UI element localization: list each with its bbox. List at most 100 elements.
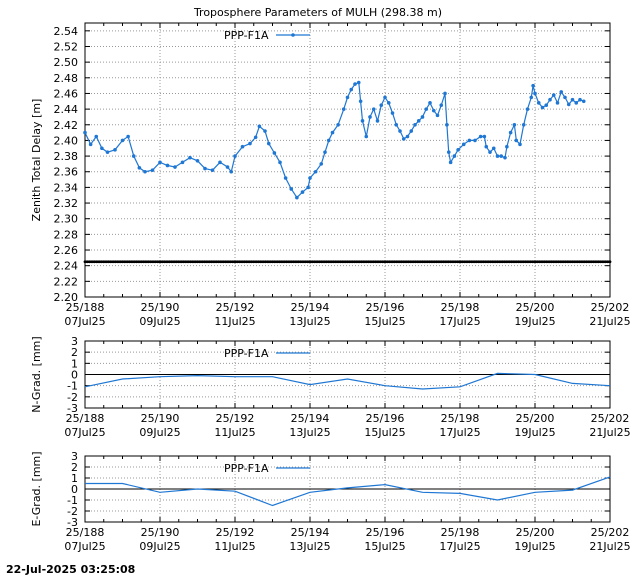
ztd-y-tick-label: 2.28 [54,228,79,241]
ztd-reference-point [334,260,338,264]
ztd-reference-point [205,260,209,264]
ztd-data-point [126,134,130,139]
ztd-reference-point [123,260,127,264]
ztd-reference-point [306,260,310,264]
e-grad-x-tick-label-date: 15Jul25 [364,540,405,553]
chart-panels: 25/18807Jul2525/19009Jul2525/19211Jul252… [30,22,631,553]
ztd-data-point [306,185,310,190]
ztd-reference-point [97,260,101,264]
ztd-data-point [428,101,432,105]
ztd-data-point [131,154,136,158]
ztd-reference-point [449,260,453,264]
ztd-reference-point [585,260,588,264]
ztd-reference-point [308,260,312,264]
ztd-reference-point [439,260,443,264]
ztd-reference-point [88,260,92,264]
ztd-y-tick-label: 2.48 [54,72,79,85]
ztd-reference-point [580,260,584,264]
ztd-data-point [83,130,87,135]
ztd-data-point [94,134,99,139]
ztd-reference-point [226,260,230,264]
ztd-data-point [443,91,447,96]
ztd-reference-point [320,260,324,264]
ztd-reference-point [238,260,242,264]
ztd-reference-point [266,260,270,264]
ztd-x-tick-label-date: 13Jul25 [289,315,330,328]
ztd-reference-point [540,260,544,264]
ztd-data-point [349,87,354,92]
e-grad-x-tick-label-doy: 25/200 [516,526,555,539]
ztd-reference-point [589,260,593,264]
ztd-reference-point [500,260,504,264]
ztd-reference-point [271,260,274,264]
ztd-reference-point [437,260,441,264]
ztd-reference-point [313,260,317,264]
ztd-y-tick-label: 2.44 [54,103,79,116]
n-grad-y-tick-label: 1 [71,357,78,370]
ztd-reference-point [484,260,488,264]
ztd-data-point [313,169,318,174]
ztd-reference-point [526,260,530,264]
ztd-reference-point [524,260,528,264]
ztd-data-point [233,154,237,158]
ztd-reference-point [446,260,450,264]
ztd-reference-point [85,260,89,264]
ztd-reference-point [332,260,335,264]
ztd-reference-point [355,260,359,264]
e-grad-x-tick-label-doy: 25/190 [141,526,180,539]
ztd-data-point [295,195,299,200]
ztd-reference-point [435,260,438,264]
ztd-data-point [326,138,331,143]
ztd-reference-point [339,260,342,264]
ztd-reference-point [421,260,424,264]
ztd-x-tick-label-doy: 25/200 [516,301,555,314]
ztd-data-point [435,113,440,118]
ztd-x-tick-label-date: 11Jul25 [214,315,255,328]
ztd-legend-label: PPP-F1A [224,29,269,42]
ztd-data-point [551,93,556,97]
ztd-data-point [319,162,324,166]
ztd-reference-point [109,260,113,264]
ztd-reference-point [498,260,502,264]
ztd-reference-point [137,260,141,264]
ztd-reference-point [404,260,408,264]
ztd-data-point [225,165,230,169]
ztd-series-line [84,81,585,199]
ztd-reference-point [292,260,295,264]
ztd-reference-point [603,260,607,264]
ztd-data-point [439,103,444,107]
ztd-reference-point [510,260,513,264]
e-grad-x-tick-label-date: 21Jul25 [589,540,630,553]
n-grad-y-tick-label: -3 [67,402,78,415]
e-grad-x-tick-label-doy: 25/188 [66,526,105,539]
ztd-reference-point [594,260,598,264]
ztd-data-point [467,138,472,143]
n-grad-y-tick-label: 0 [71,369,78,382]
ztd-reference-point [175,260,178,264]
ztd-reference-point [566,260,570,264]
ztd-data-point [364,134,369,139]
ztd-reference-point [289,260,293,264]
ztd-reference-point [458,260,462,264]
ztd-x-tick-label-date: 17Jul25 [439,315,480,328]
ztd-reference-point [228,260,232,264]
ztd-data-point [248,141,252,146]
e-grad-x-tick-label-date: 11Jul25 [214,540,255,553]
ztd-reference-point [177,260,181,264]
ztd-reference-point [557,260,560,264]
e-grad-y-tick-label: -1 [67,494,78,507]
ztd-reference-point [467,260,471,264]
ztd-reference-point [486,260,490,264]
ztd-data-point [491,146,496,151]
ztd-data-point [360,119,365,123]
ztd-reference-point [582,260,586,264]
ztd-y-tick-label: 2.30 [54,213,79,226]
ztd-data-point [105,150,110,154]
ztd-reference-point [390,260,394,264]
ztd-data-point [100,146,104,151]
n-grad-x-tick-label-date: 17Jul25 [439,426,480,439]
ztd-reference-point [514,260,518,264]
ztd-reference-point [456,260,460,264]
